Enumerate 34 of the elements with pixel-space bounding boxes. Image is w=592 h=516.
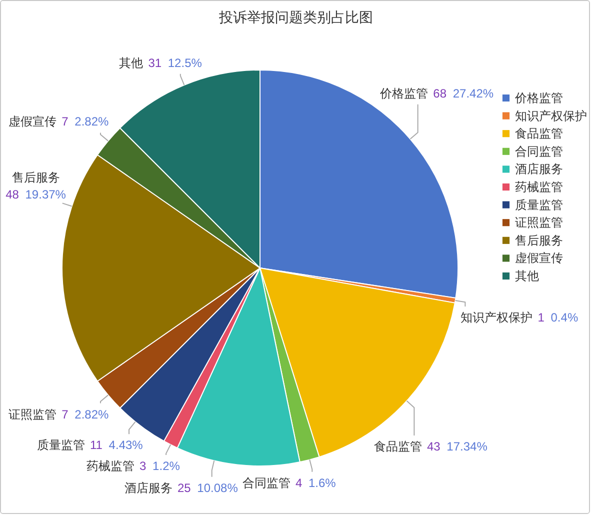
- legend-label: 证照监管: [515, 216, 563, 230]
- legend-label: 合同监管: [515, 144, 563, 158]
- legend-label: 食品监管: [515, 126, 563, 141]
- data-label: 7 2.82%: [62, 407, 109, 422]
- chart-title: 投诉举报问题类别占比图: [218, 9, 373, 25]
- slice-label: 证照监管: [8, 407, 57, 422]
- slice-label: 质量监管: [37, 438, 86, 452]
- data-label: 7 2.82%: [62, 114, 109, 129]
- data-label: 11 4.43%: [90, 438, 144, 452]
- legend-label: 其他: [515, 269, 539, 283]
- slice-label: 合同监管: [242, 476, 290, 490]
- slice-label: 药械监管: [86, 459, 135, 474]
- legend-label: 质量监管: [515, 198, 563, 212]
- slice-label: 虚假宣传: [8, 114, 57, 129]
- data-label: 68 27.42%: [433, 86, 494, 100]
- data-label: 31 12.5%: [148, 56, 202, 70]
- legend-label: 价格监管: [514, 91, 563, 105]
- slice-label: 酒店服务: [124, 480, 172, 495]
- legend-label: 药械监管: [515, 180, 563, 194]
- slice-label: 价格监管: [379, 86, 428, 100]
- slice-label: 其他: [119, 56, 144, 70]
- legend-label: 售后服务: [515, 233, 563, 248]
- data-label: 4 1.6%: [295, 476, 336, 490]
- slice-label: 食品监管: [374, 440, 422, 454]
- legend-label: 虚假宣传: [515, 251, 563, 266]
- data-label: 3 1.2%: [140, 459, 180, 474]
- data-label: 48 19.37%: [6, 187, 66, 202]
- data-label: 25 10.08%: [177, 480, 238, 495]
- slice-label: 知识产权保护: [460, 310, 533, 325]
- legend-label: 知识产权保护: [515, 108, 587, 123]
- slice-label: 售后服务: [12, 170, 60, 184]
- legend-label: 酒店服务: [515, 162, 563, 176]
- data-label: 1 0.4%: [538, 310, 578, 325]
- data-label: 43 17.34%: [426, 440, 488, 454]
